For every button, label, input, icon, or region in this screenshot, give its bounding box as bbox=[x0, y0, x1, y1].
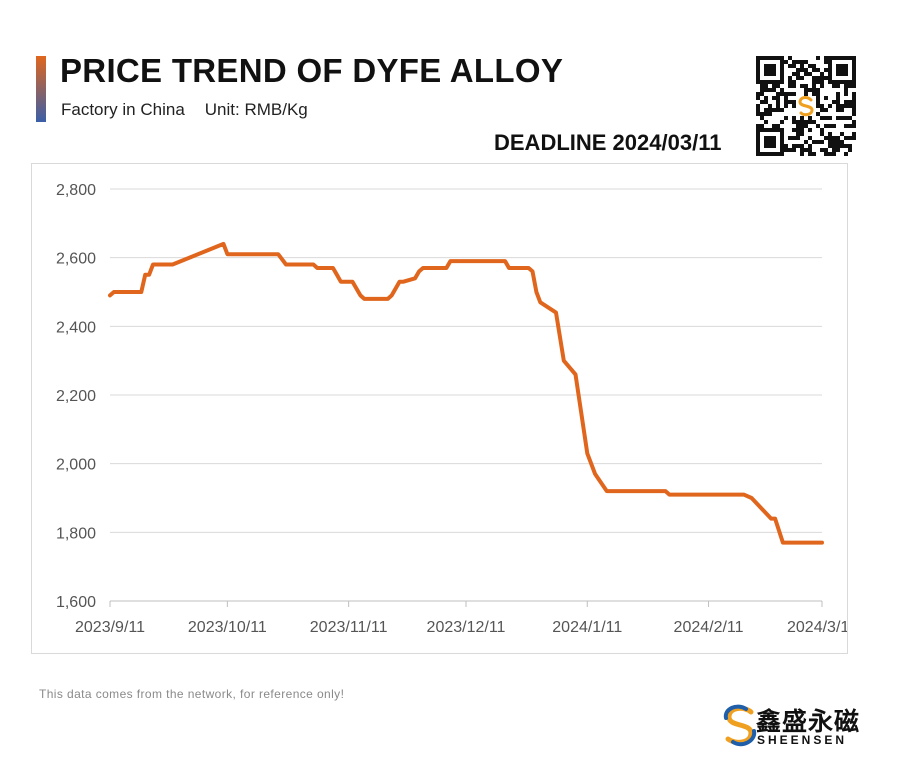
x-tick-label: 2024/1/11 bbox=[552, 619, 622, 636]
x-tick-label: 2023/9/11 bbox=[75, 619, 145, 636]
disclaimer-note: This data comes from the network, for re… bbox=[39, 687, 345, 701]
x-tick-label: 2023/12/11 bbox=[427, 619, 506, 636]
subtitle-location: Factory in China bbox=[61, 100, 185, 119]
brand-name-en: SHEENSEN bbox=[757, 733, 848, 747]
y-tick-label: 2,200 bbox=[56, 388, 96, 405]
qr-code-icon bbox=[756, 56, 856, 156]
y-tick-label: 2,600 bbox=[56, 251, 96, 268]
x-tick-label: 2024/2/11 bbox=[674, 619, 744, 636]
y-tick-label: 2,400 bbox=[56, 319, 96, 336]
y-tick-label: 2,000 bbox=[56, 457, 96, 474]
price-line-chart: 1,600 1,800 2,000 2,200 2,400 2,600 2,800 2023/… bbox=[56, 182, 848, 636]
brand-name-cn: 鑫盛永磁 bbox=[756, 707, 861, 736]
sheensen-logo-icon bbox=[723, 704, 757, 747]
x-tick-label: 2024/3/11 bbox=[787, 619, 848, 636]
deadline-label: DEADLINE 2024/03/11 bbox=[494, 130, 722, 155]
subtitle: Factory in China Unit: RMB/Kg bbox=[61, 100, 308, 120]
x-tick-label: 2023/10/11 bbox=[188, 619, 267, 636]
title-accent-bar bbox=[36, 56, 46, 122]
x-tick-label: 2023/11/11 bbox=[310, 619, 388, 636]
subtitle-unit: Unit: RMB/Kg bbox=[204, 100, 308, 119]
page-title: PRICE TREND OF DYFE ALLOY bbox=[60, 52, 564, 89]
y-tick-label: 2,800 bbox=[56, 182, 96, 199]
y-tick-label: 1,600 bbox=[56, 594, 96, 611]
price-series-line bbox=[108, 241, 824, 545]
chart-frame: 1,600 1,800 2,000 2,200 2,400 2,600 2,800 2023/… bbox=[31, 163, 848, 654]
y-tick-label: 1,800 bbox=[56, 525, 96, 542]
